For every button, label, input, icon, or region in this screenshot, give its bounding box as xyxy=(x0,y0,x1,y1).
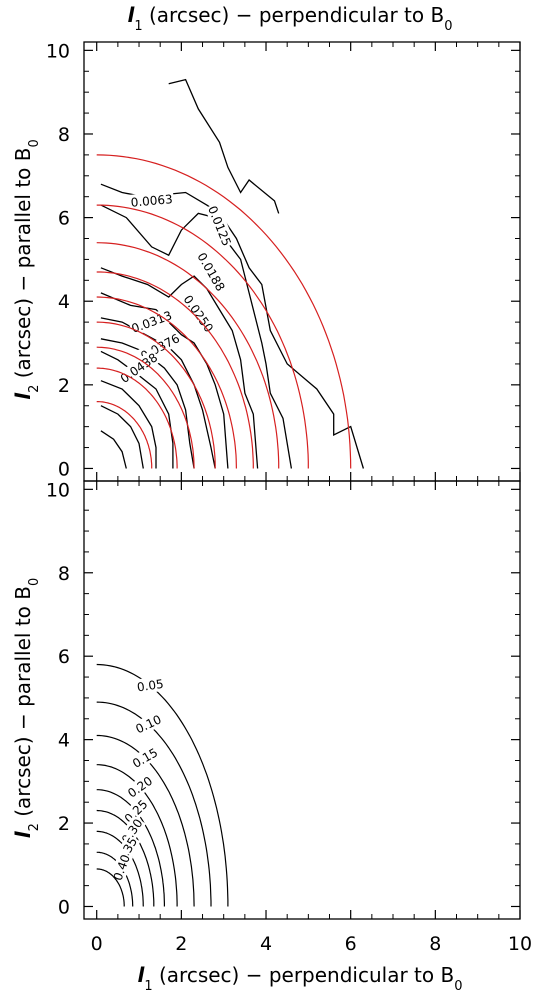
model-contour-line xyxy=(96,401,153,469)
y-tick-label: 8 xyxy=(58,563,70,585)
measured-contour-line xyxy=(100,405,144,469)
y-tick-label: 10 xyxy=(46,479,70,501)
top-contour-panel: 0 2 4 6 8 10 l2 (arcsec) − parallel to B0 0.006… xyxy=(11,40,521,482)
bottom-contour-panel: 0 2 4 6 8 10 0 2 4 6 8 10 l2 (arcsec) − parallel to … xyxy=(11,479,532,955)
model-contour-line xyxy=(96,271,254,469)
contour-label-mask xyxy=(116,348,162,387)
model-contour-line xyxy=(96,204,309,469)
measured-contour-line xyxy=(100,350,174,469)
y-tick-label: 2 xyxy=(58,813,70,835)
model-contour-line xyxy=(96,296,237,469)
model-contour-line xyxy=(96,367,178,469)
plot-frame xyxy=(83,480,521,920)
y-tick-label: 4 xyxy=(58,730,70,752)
plot-frame xyxy=(83,41,521,482)
model-contour-line xyxy=(96,346,195,469)
model-contour-line xyxy=(96,701,212,907)
contour-label-mask xyxy=(179,291,218,336)
y-tick-label: 2 xyxy=(58,375,70,397)
contour-label: 0.0063 xyxy=(130,192,173,210)
x-tick-label: 0 xyxy=(91,933,103,955)
y-axis-title: l2 (arcsec) − parallel to B0 xyxy=(11,578,42,839)
measured-contour-line xyxy=(100,430,127,469)
model-contour-line xyxy=(96,868,125,907)
contour-label-mask xyxy=(128,307,175,337)
contour-label-mask xyxy=(129,744,161,772)
top-axis-title: l1 (arcsec) − perpendicular to B0 xyxy=(128,3,453,34)
contour-label-mask xyxy=(120,795,151,827)
contour-label-mask xyxy=(129,190,175,210)
measured-contour-line xyxy=(100,204,293,469)
contour-label: 0.05 xyxy=(136,677,164,695)
contour-label-mask xyxy=(124,772,156,801)
x-tick-label: 10 xyxy=(508,933,532,955)
model-contour-line xyxy=(96,809,155,907)
contour-label: 0.0313 xyxy=(130,308,174,336)
contour-label: 0.0125 xyxy=(205,204,234,248)
contour-label: 0.0438 xyxy=(118,350,160,386)
measured-contour-line xyxy=(100,338,195,469)
y-tick-label: 10 xyxy=(46,40,70,62)
model-contour-line xyxy=(96,242,280,469)
y-tick-label: 0 xyxy=(58,896,70,918)
contour-label-mask xyxy=(109,851,134,884)
contour-label-mask xyxy=(204,202,236,249)
y-tick-label: 6 xyxy=(58,208,70,230)
model-contour-line xyxy=(96,154,352,469)
contour-label: 0.0250 xyxy=(181,293,217,335)
model-contour-line xyxy=(96,764,178,907)
x-tick-label: 2 xyxy=(175,933,187,955)
contour-label-mask xyxy=(193,248,229,295)
contour-label-mask xyxy=(132,711,165,737)
x-tick-label: 8 xyxy=(429,933,441,955)
measured-contour-line xyxy=(100,380,157,469)
model-contour-line xyxy=(96,663,229,907)
y-axis-title: l2 (arcsec) − parallel to B0 xyxy=(11,139,42,400)
model-contour-line xyxy=(96,321,216,469)
y-tick-label: 6 xyxy=(58,646,70,668)
model-contour-line xyxy=(96,734,195,907)
measured-contour-line xyxy=(100,292,229,469)
measured-contour-line xyxy=(168,78,280,214)
bottom-axis-title: l1 (arcsec) − perpendicular to B0 xyxy=(138,963,463,994)
y-tick-label: 4 xyxy=(58,291,70,313)
x-tick-label: 6 xyxy=(345,933,357,955)
y-tick-label: 8 xyxy=(58,124,70,146)
x-tick-label: 4 xyxy=(260,933,272,955)
y-tick-label: 0 xyxy=(58,458,70,480)
contour-label-mask xyxy=(135,675,166,695)
